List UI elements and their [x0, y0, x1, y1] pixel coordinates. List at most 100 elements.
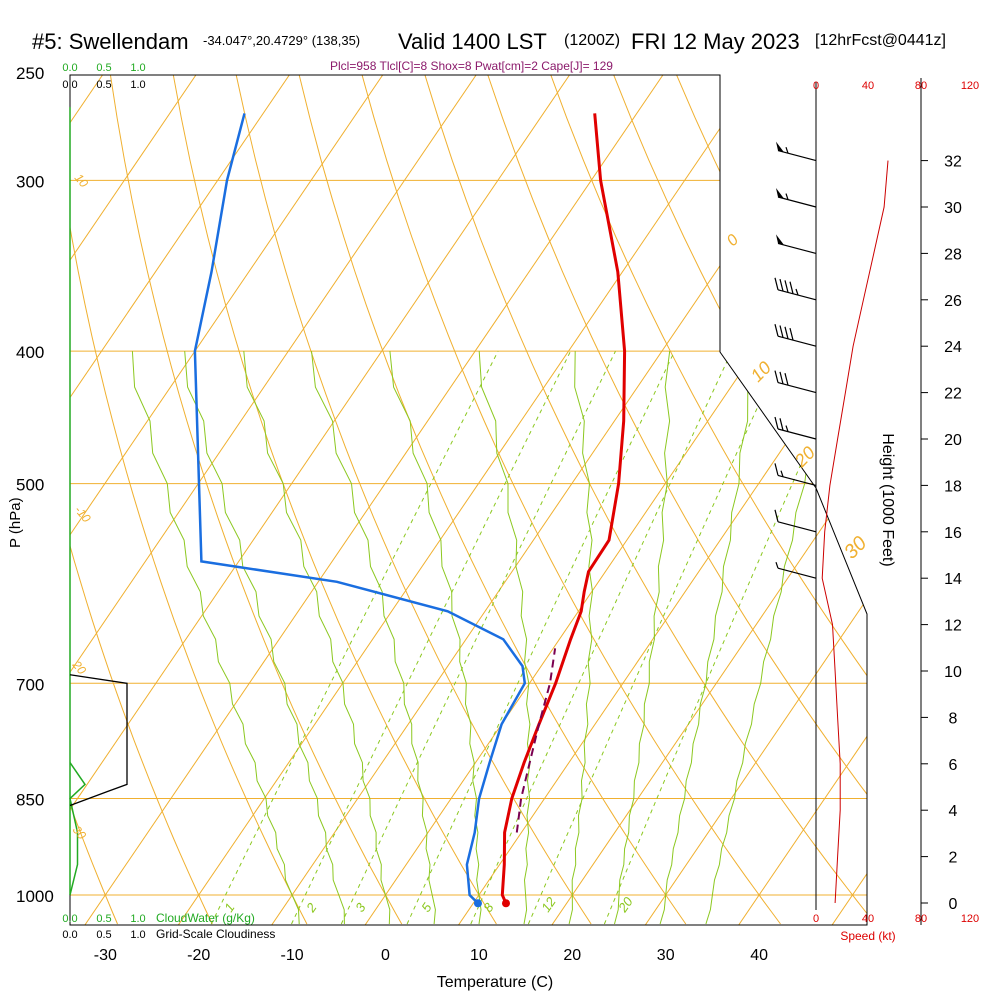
isotherm-line — [70, 75, 402, 925]
wind-barb-half-flag — [780, 470, 784, 477]
parcel-line — [515, 648, 557, 833]
wind-barb-staff — [777, 567, 817, 579]
dry-adiabat-line — [235, 75, 592, 925]
height-tick-label: 30 — [944, 200, 962, 217]
moist-adiabat-line — [705, 350, 833, 925]
wind-barb-half-flag — [795, 288, 799, 296]
wind-barb-staff — [777, 196, 817, 208]
temperature-tick-label: -20 — [187, 947, 210, 964]
speed-tick-label-bottom: 0 — [813, 913, 819, 925]
cloudiness-tick-bottom: 0.5 — [96, 929, 111, 941]
isotherm-line — [626, 75, 867, 925]
wind-barb — [776, 188, 817, 208]
moist-adiabat-line — [243, 351, 391, 925]
cloud-water-label: CloudWater (g/Kg) — [156, 911, 255, 925]
wind-barb-flag — [774, 416, 779, 430]
dry-adiabat-line — [172, 75, 497, 925]
cloud-water-tick-bottom: 0.5 — [96, 913, 111, 925]
isotherm-line — [813, 75, 867, 925]
pressure-tick-label: 400 — [16, 343, 44, 362]
wind-barb-staff — [777, 289, 817, 301]
isotherm-line — [720, 75, 867, 925]
wind-barb-pennant — [776, 141, 784, 153]
temperature-tick-label: -30 — [94, 947, 117, 964]
dry-adiabat-line — [70, 75, 308, 925]
zulu-time: (1200Z) — [564, 32, 621, 49]
dry-adiabat-line — [549, 75, 867, 925]
speed-tick-label-top: 0 — [813, 80, 819, 92]
wind-barb — [774, 370, 817, 394]
valid-time: Valid 1400 LST — [398, 29, 547, 54]
isotherm-line — [346, 75, 867, 925]
isotherm-label: 20 — [790, 443, 819, 472]
dry-adiabat-label: -10 — [72, 503, 94, 526]
wind-barb-flag — [784, 373, 789, 386]
pressure-axis-label: P (hPa) — [7, 497, 24, 548]
temperature-tick-label: 40 — [750, 947, 768, 964]
mixing-ratio-label: 12 — [538, 894, 559, 915]
wind-speed-line — [821, 160, 889, 904]
height-axis-label: Height (1000 Feet) — [879, 433, 896, 566]
wind-barb-flag — [774, 370, 779, 383]
dry-adiabat-label: 10 — [72, 171, 92, 190]
moist-adiabat-line — [389, 351, 482, 925]
wind-barb — [774, 277, 817, 301]
height-tick-label: 0 — [949, 896, 958, 913]
wind-barb-flag — [779, 371, 784, 385]
pressure-tick-label: 500 — [16, 476, 44, 495]
dry-adiabat-line — [927, 72, 1000, 924]
height-tick-label: 6 — [949, 757, 958, 774]
wind-barb — [774, 509, 817, 533]
surface-temperature-dot — [501, 899, 510, 908]
station-coords: -34.047°,20.4729° (138,35) — [203, 33, 361, 48]
dry-adiabat-line — [486, 75, 867, 925]
station-title: #5: Swellendam — [32, 29, 189, 54]
wind-barb-flag — [789, 281, 794, 294]
height-tick-label: 18 — [944, 478, 962, 495]
height-tick-label: 28 — [944, 246, 962, 263]
dry-adiabat-line — [612, 75, 867, 925]
wind-barb-flag — [774, 509, 779, 522]
isotherm-line — [159, 75, 776, 925]
dry-adiabat-label: 30 — [70, 823, 90, 842]
indices-text: Plcl=958 Tlcl[C]=8 Shox=8 Pwat[cm]=2 Cap… — [330, 59, 613, 73]
height-tick-label: 8 — [949, 710, 958, 727]
speed-tick-label-top: 120 — [961, 80, 979, 92]
wind-barb-flag — [779, 278, 784, 292]
wind-barb-pennant — [776, 188, 784, 199]
wind-barb-half-flag — [785, 425, 789, 432]
wind-barb-staff — [777, 521, 817, 533]
wind-barb-half-flag — [785, 193, 789, 200]
speed-tick-label-top: 40 — [862, 80, 874, 92]
height-tick-label: 24 — [944, 339, 962, 356]
temperature-tick-label: -10 — [281, 947, 304, 964]
isotherm-line — [70, 75, 682, 925]
cloudiness-line — [69, 674, 128, 807]
speed-tick-label-bottom: 80 — [915, 913, 927, 925]
cloudiness-tick-top: 0.0 — [62, 79, 77, 91]
mixing-ratio-label: 8 — [480, 900, 497, 915]
mixing-ratio-line — [291, 350, 572, 925]
plot-outline — [69, 74, 868, 926]
wind-barb-flag — [779, 325, 784, 338]
dry-adiabat-line — [360, 75, 781, 925]
wind-barb — [775, 562, 817, 579]
dry-adiabat-line — [423, 75, 867, 925]
mixing-ratio-line — [406, 350, 676, 925]
moist-adiabat-line — [659, 350, 757, 925]
moist-adiabat-line — [131, 351, 300, 925]
mixing-ratio-label: 3 — [352, 900, 369, 915]
wind-barb-staff — [777, 150, 817, 162]
wind-barb-flag — [784, 326, 789, 339]
pressure-tick-label: 250 — [16, 64, 44, 83]
forecast-info: [12hrFcst@0441z] — [815, 32, 946, 49]
dewpoint-line — [193, 113, 527, 905]
height-tick-label: 26 — [944, 293, 962, 310]
cloud-water-tick-top: 0.0 — [62, 62, 77, 74]
height-tick-label: 22 — [944, 386, 962, 403]
wind-barb-staff — [777, 242, 817, 254]
wind-barb — [774, 324, 817, 347]
height-tick-label: 2 — [949, 850, 958, 867]
isotherm-line — [253, 75, 867, 925]
speed-axis-label: Speed (kt) — [840, 929, 895, 943]
